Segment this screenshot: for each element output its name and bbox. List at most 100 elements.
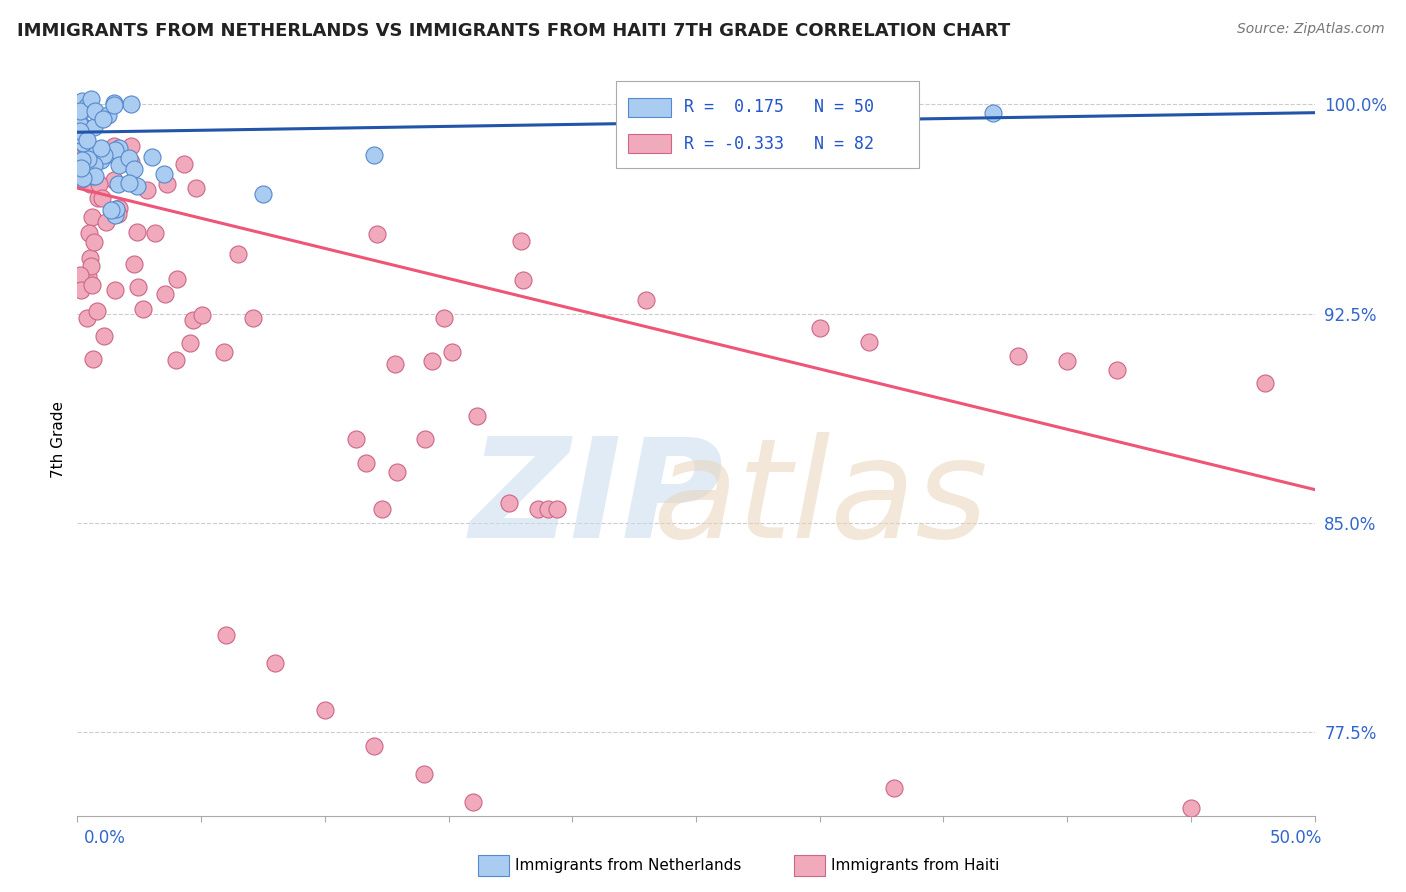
Point (226, 247, 249, 261)
Text: R =  0.175   N = 50: R = 0.175 N = 50 (683, 98, 873, 116)
Point (242, 311, 264, 326)
Point (433, 311, 456, 326)
Point (90, 140, 112, 154)
Text: ZIP: ZIP (470, 432, 724, 567)
Point (77, 101, 100, 115)
Point (981, 105, 1004, 120)
Point (82, 278, 104, 293)
Point (69, 118, 91, 132)
Point (354, 457, 377, 471)
Point (70, 139, 93, 153)
Text: 50.0%: 50.0% (1270, 829, 1322, 847)
Point (441, 345, 464, 359)
Point (103, 98, 125, 112)
Point (83, 120, 105, 134)
Point (93, 112, 115, 127)
Point (89, 111, 111, 125)
Point (156, 177, 179, 191)
Point (636, 293, 658, 307)
Point (215, 628, 238, 642)
FancyBboxPatch shape (616, 81, 918, 168)
Point (252, 186, 274, 201)
Text: Immigrants from Haiti: Immigrants from Haiti (831, 858, 1000, 872)
Point (104, 283, 127, 297)
Point (70, 94, 93, 108)
Point (79, 178, 101, 192)
Point (108, 141, 131, 155)
Point (104, 208, 127, 222)
Point (69, 124, 91, 138)
Point (412, 767, 434, 781)
Point (387, 465, 409, 479)
Point (97, 108, 120, 122)
Point (77, 268, 100, 283)
Point (314, 703, 336, 717)
Point (537, 502, 560, 516)
Point (184, 181, 207, 195)
Text: R = -0.333   N = 82: R = -0.333 N = 82 (683, 135, 873, 153)
FancyBboxPatch shape (628, 98, 671, 117)
Point (190, 308, 212, 322)
Point (76, 99, 98, 113)
Point (366, 227, 388, 241)
Point (117, 176, 139, 190)
Point (136, 183, 159, 197)
Point (363, 147, 385, 161)
Point (125, 225, 148, 239)
Point (69, 128, 91, 143)
Text: Immigrants from Netherlands: Immigrants from Netherlands (515, 858, 741, 872)
Point (498, 496, 520, 510)
Point (70, 171, 93, 186)
Point (120, 155, 142, 169)
Point (1056, 354, 1078, 368)
Point (96, 215, 118, 229)
Point (120, 139, 142, 153)
FancyBboxPatch shape (628, 134, 671, 153)
Point (344, 432, 367, 446)
Point (371, 502, 394, 516)
Point (107, 158, 129, 172)
Point (883, 781, 905, 796)
Point (858, 334, 880, 349)
Point (264, 656, 287, 670)
Point (93, 148, 115, 162)
Point (84, 169, 107, 183)
Point (69, 166, 91, 180)
Point (125, 178, 148, 193)
Point (69, 275, 91, 289)
Point (70, 153, 93, 167)
Point (173, 157, 195, 171)
Point (1180, 801, 1202, 815)
Point (97, 146, 120, 161)
Point (69, 268, 91, 283)
Point (72, 171, 94, 186)
Point (127, 280, 149, 294)
Point (103, 96, 125, 111)
Point (80, 210, 103, 224)
Point (463, 795, 485, 809)
Point (103, 173, 125, 187)
Point (90, 153, 112, 168)
Point (80, 259, 103, 273)
Point (82, 352, 104, 367)
Point (93, 329, 115, 343)
Point (108, 201, 131, 215)
Point (120, 97, 142, 112)
Point (179, 335, 201, 350)
Point (89, 177, 111, 191)
Point (69, 168, 91, 182)
Point (79, 251, 101, 265)
Point (546, 502, 568, 516)
Point (76, 310, 98, 325)
Point (808, 320, 831, 334)
Point (90, 150, 112, 164)
Point (107, 177, 129, 191)
Point (82, 169, 104, 184)
Point (527, 502, 550, 516)
Point (103, 139, 125, 153)
Point (384, 357, 406, 371)
Point (69, 161, 91, 176)
Point (155, 287, 177, 301)
Point (76, 152, 98, 166)
Point (91, 191, 114, 205)
